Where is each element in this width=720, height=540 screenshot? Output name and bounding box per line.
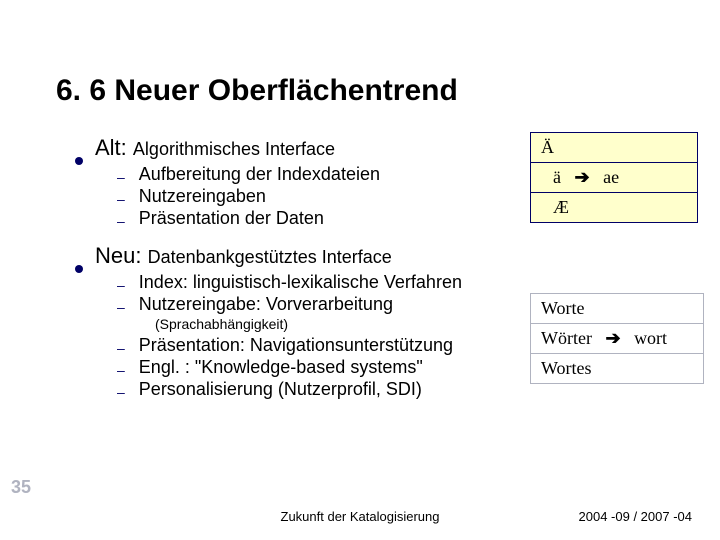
arrow-right-icon: ➔ <box>575 167 590 187</box>
bullet-dot-icon <box>75 157 83 165</box>
neu-item: Präsentation: Navigationsunterstützung <box>139 335 453 356</box>
umlaut-table: Ä ä ➔ ae Æ <box>530 132 698 223</box>
umlaut-cell: Ä <box>531 133 698 163</box>
wort-dst: wort <box>634 328 667 348</box>
arrow-right-icon: ➔ <box>605 328 620 348</box>
neu-item: Nutzereingabe: Vorverarbeitung <box>139 294 393 315</box>
bullet-neu: Neu: Datenbankgestütztes Interface <box>75 243 505 269</box>
neu-item: Index: linguistisch-lexikalische Verfahr… <box>139 272 462 293</box>
slide-title: 6. 6 Neuer Oberflächentrend <box>56 74 458 108</box>
bullet-dot-icon <box>75 265 83 273</box>
umlaut-cell: ä ➔ ae <box>531 163 698 193</box>
dash-icon: – <box>117 384 125 400</box>
slide-number: 35 <box>11 477 31 498</box>
wort-cell: Wörter ➔ wort <box>531 324 704 354</box>
alt-sublist: –Aufbereitung der Indexdateien –Nutzerei… <box>117 164 505 229</box>
wort-cell: Wortes <box>531 354 704 384</box>
umlaut-src: ä <box>553 167 561 187</box>
dash-icon: – <box>117 340 125 356</box>
neu-item: Engl. : "Knowledge-based systems" <box>139 357 423 378</box>
footer-date: 2004 -09 / 2007 -04 <box>579 509 692 524</box>
neu-desc: Datenbankgestütztes Interface <box>148 247 392 267</box>
umlaut-cell: Æ <box>531 193 698 223</box>
dash-icon: – <box>117 299 125 315</box>
umlaut-dst: ae <box>603 167 619 187</box>
alt-item: Präsentation der Daten <box>139 208 324 229</box>
wort-cell: Worte <box>531 294 704 324</box>
wort-src: Wörter <box>541 328 592 348</box>
bullet-alt: Alt: Algorithmisches Interface <box>75 135 505 161</box>
alt-item: Aufbereitung der Indexdateien <box>139 164 380 185</box>
dash-icon: – <box>117 277 125 293</box>
neu-sublist-1: –Index: linguistisch-lexikalische Verfah… <box>117 272 505 315</box>
neu-label: Neu: <box>95 243 141 268</box>
dash-icon: – <box>117 191 125 207</box>
wort-table: Worte Wörter ➔ wort Wortes <box>530 293 704 384</box>
neu-note: (Sprachabhängigkeit) <box>155 316 505 332</box>
neu-sublist-2: –Präsentation: Navigationsunterstützung … <box>117 335 505 400</box>
dash-icon: – <box>117 213 125 229</box>
alt-item: Nutzereingaben <box>139 186 266 207</box>
dash-icon: – <box>117 169 125 185</box>
alt-label: Alt: <box>95 135 127 160</box>
alt-desc: Algorithmisches Interface <box>133 139 335 159</box>
dash-icon: – <box>117 362 125 378</box>
neu-item: Personalisierung (Nutzerprofil, SDI) <box>139 379 422 400</box>
